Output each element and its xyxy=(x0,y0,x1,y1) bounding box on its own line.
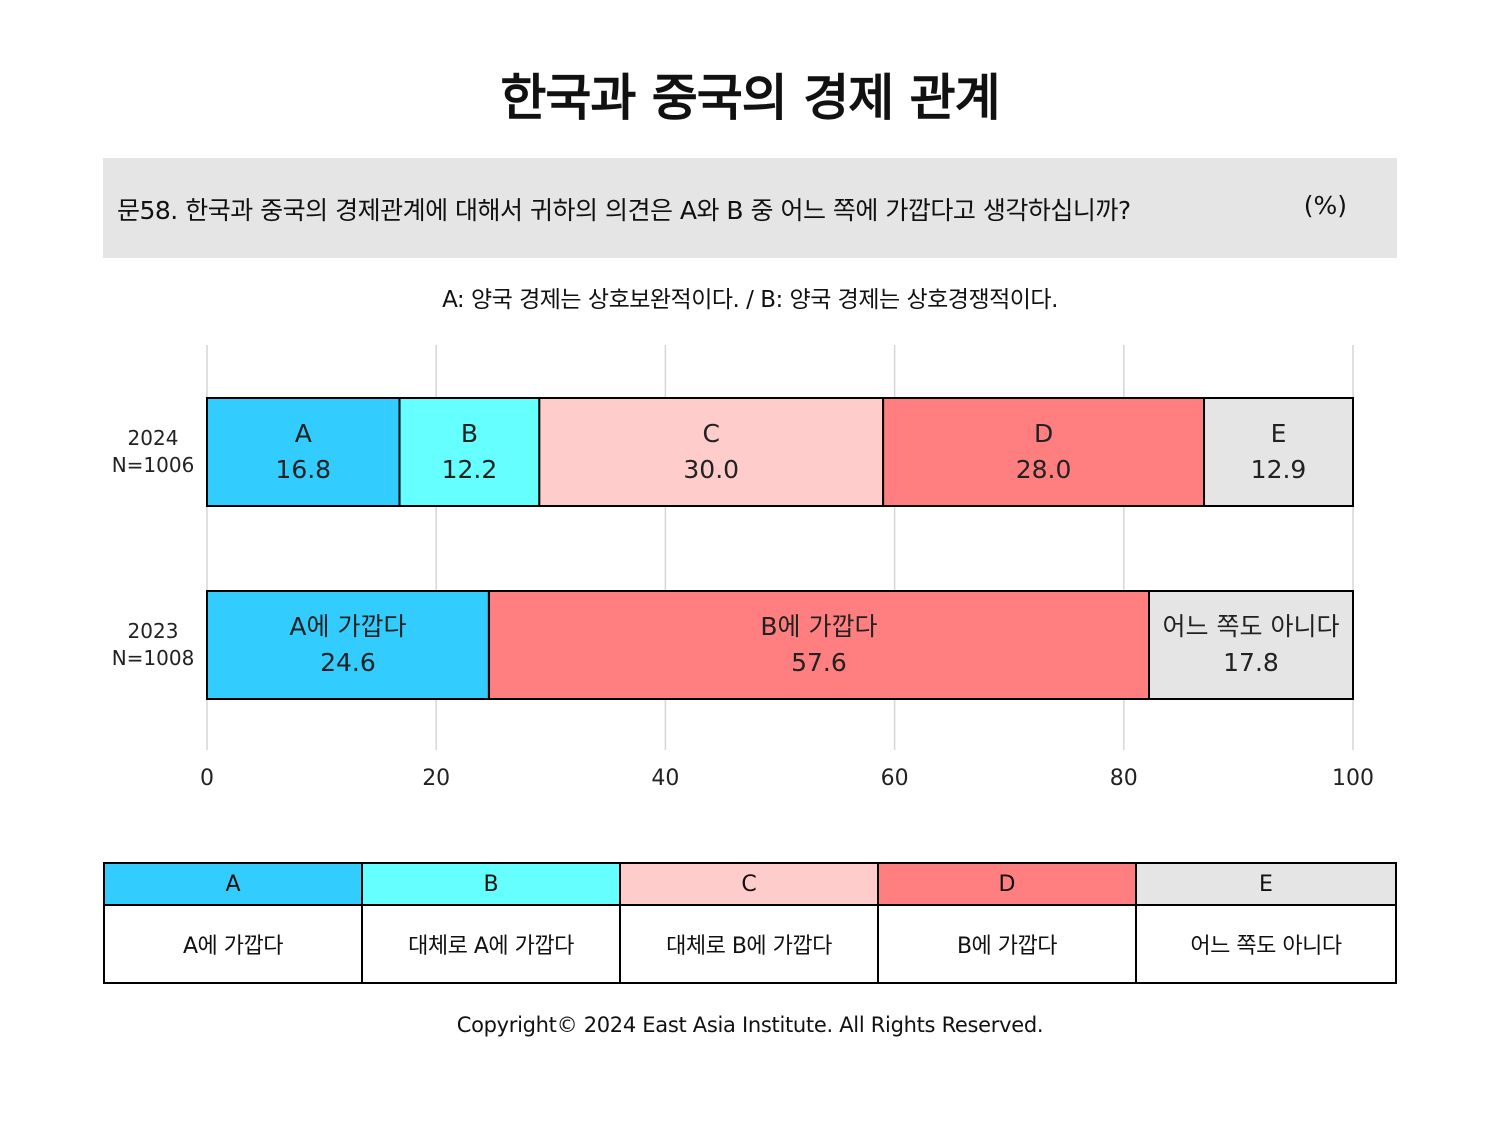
bar-segment xyxy=(1148,590,1354,700)
row-n-label: N=1008 xyxy=(112,646,195,670)
bar-segment xyxy=(487,590,1151,700)
legend-desc-e: 어느 쪽도 아니다 xyxy=(1190,934,1342,959)
row-year-label: 2023 xyxy=(128,619,179,643)
legend-desc-a: A에 가깝다 xyxy=(105,906,363,982)
question-box: 문58. 한국과 중국의 경제관계에 대해서 귀하의 의견은 A와 B 중 어느… xyxy=(103,158,1397,258)
x-tick-label: 0 xyxy=(200,766,214,791)
legend-key-a: A xyxy=(105,864,363,906)
legend-key-e: E xyxy=(1137,864,1395,906)
segment-label: D xyxy=(1034,419,1053,448)
data-label: 16.8 xyxy=(275,455,331,484)
data-label: 12.9 xyxy=(1251,455,1307,484)
row-n-label: N=1006 xyxy=(112,453,195,477)
segment-label: B에 가깝다 xyxy=(760,612,877,641)
segment-label: A에 가깝다 xyxy=(289,612,406,641)
segment-label: 어느 쪽도 아니다 xyxy=(1163,612,1340,641)
legend-key-d: D xyxy=(879,864,1137,906)
segment-label: C xyxy=(703,419,720,448)
data-label: 30.0 xyxy=(683,455,739,484)
bar-segment xyxy=(206,590,490,700)
bar-segment xyxy=(882,397,1206,507)
bar-segment xyxy=(538,397,885,507)
x-tick-label: 80 xyxy=(1110,766,1138,791)
x-tick-label: 100 xyxy=(1332,766,1374,791)
data-label: 28.0 xyxy=(1016,455,1072,484)
segment-label: E xyxy=(1271,419,1287,448)
question-text: 문58. 한국과 중국의 경제관계에 대해서 귀하의 의견은 A와 B 중 어느… xyxy=(117,196,1131,225)
chart-subtitle: A: 양국 경제는 상호보완적이다. / B: 양국 경제는 상호경쟁적이다. xyxy=(442,287,1058,313)
x-tick-label: 40 xyxy=(651,766,679,791)
bar-segment xyxy=(1203,397,1355,507)
data-label: 17.8 xyxy=(1223,648,1279,677)
copyright: Copyright© 2024 East Asia Institute. All… xyxy=(456,1013,1044,1037)
legend-table: A B C D E A에 가깝다 대체로 A에 가깝다 대체로 B에 가깝다 B… xyxy=(103,862,1397,984)
legend-key-c: C xyxy=(621,864,879,906)
legend-key-b: B xyxy=(363,864,621,906)
row-year-label: 2024 xyxy=(128,426,179,450)
segment-label: A xyxy=(295,419,312,448)
legend-desc-d: B에 가깝다 xyxy=(879,906,1137,982)
data-label: 24.6 xyxy=(320,648,376,677)
bar-segment xyxy=(398,397,541,507)
x-tick-label: 60 xyxy=(881,766,909,791)
segment-label: B xyxy=(461,419,478,448)
x-tick-label: 20 xyxy=(422,766,450,791)
bar-segment xyxy=(206,397,401,507)
unit-label: (%) xyxy=(1303,191,1347,220)
legend-desc-c: 대체로 B에 가깝다 xyxy=(621,906,879,982)
stacked-bar-chart: 0 20 40 60 80 100 2024 N=1006 A 16.8 B 12.2 C 30.0 D 28… xyxy=(112,345,1374,791)
data-label: 12.2 xyxy=(442,455,498,484)
legend-desc-b: 대체로 A에 가깝다 xyxy=(363,906,621,982)
chart-title: 한국과 중국의 경제 관계 xyxy=(500,69,1000,127)
data-label: 57.6 xyxy=(791,648,847,677)
